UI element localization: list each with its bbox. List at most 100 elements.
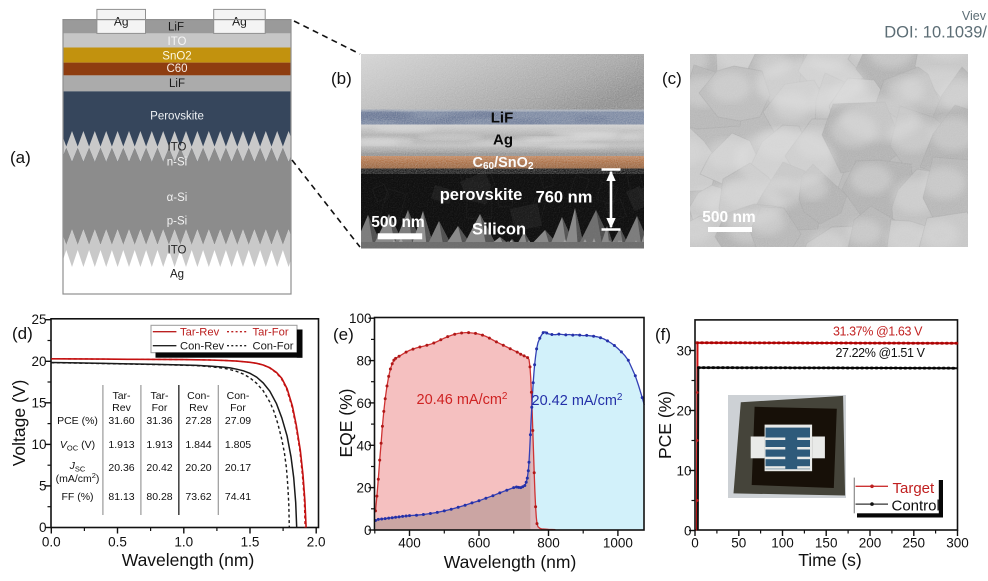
svg-text:20.17: 20.17	[225, 462, 251, 474]
svg-text:500 nm: 500 nm	[371, 214, 424, 231]
svg-text:200: 200	[859, 536, 882, 551]
svg-text:2.0: 2.0	[307, 535, 326, 550]
svg-text:JSC: JSC	[69, 460, 86, 474]
svg-text:1.5: 1.5	[241, 535, 260, 550]
svg-text:81.13: 81.13	[108, 491, 134, 503]
svg-text:Wavelength (nm): Wavelength (nm)	[444, 552, 577, 572]
svg-text:5: 5	[39, 478, 47, 493]
svg-text:1.913: 1.913	[108, 439, 134, 451]
svg-text:(mA/cm2): (mA/cm2)	[56, 471, 100, 485]
svg-text:n-Si: n-Si	[167, 157, 187, 169]
svg-text:Tar-: Tar-	[150, 390, 169, 402]
svg-text:Rev: Rev	[189, 402, 208, 414]
svg-text:Ag: Ag	[170, 269, 184, 281]
svg-text:80: 80	[356, 354, 371, 369]
svg-text:Voltage (V): Voltage (V)	[9, 380, 29, 467]
svg-text:1.913: 1.913	[146, 439, 172, 451]
svg-text:74.41: 74.41	[225, 491, 251, 503]
svg-text:27.09: 27.09	[225, 415, 251, 427]
svg-text:27.28: 27.28	[185, 415, 211, 427]
svg-text:0: 0	[684, 524, 692, 539]
svg-text:For: For	[230, 402, 246, 414]
svg-text:(a): (a)	[10, 148, 31, 167]
svg-text:PCE (%): PCE (%)	[655, 391, 675, 459]
svg-text:31.37% @1.63 V: 31.37% @1.63 V	[833, 325, 923, 339]
svg-text:perovskite: perovskite	[440, 186, 523, 204]
svg-text:ITO: ITO	[168, 36, 187, 48]
svg-text:Con-Rev: Con-Rev	[180, 341, 225, 353]
svg-text:20: 20	[31, 354, 46, 369]
svg-text:31.60: 31.60	[108, 415, 134, 427]
svg-text:PCE (%): PCE (%)	[57, 415, 98, 427]
svg-text:60: 60	[356, 396, 371, 411]
svg-text:800: 800	[537, 536, 560, 551]
svg-text:100: 100	[771, 536, 794, 551]
svg-text:20.46 mA/cm2: 20.46 mA/cm2	[417, 391, 508, 408]
svg-text:Perovskite: Perovskite	[150, 111, 204, 123]
svg-text:500 nm: 500 nm	[702, 209, 755, 226]
svg-text:VOC (V): VOC (V)	[60, 439, 95, 453]
svg-text:(b): (b)	[331, 69, 352, 88]
svg-text:LiF: LiF	[491, 110, 514, 127]
svg-text:80.28: 80.28	[146, 491, 172, 503]
svg-text:600: 600	[468, 536, 491, 551]
svg-text:150: 150	[815, 536, 838, 551]
svg-text:73.62: 73.62	[185, 491, 211, 503]
svg-text:0.5: 0.5	[108, 535, 127, 550]
svg-text:1000: 1000	[603, 536, 633, 551]
svg-text:20.36: 20.36	[108, 462, 134, 474]
svg-text:(f): (f)	[655, 325, 671, 344]
svg-text:Target: Target	[893, 480, 936, 497]
svg-text:0.0: 0.0	[42, 535, 61, 550]
svg-text:(c): (c)	[662, 69, 682, 88]
svg-text:Rev: Rev	[112, 402, 131, 414]
svg-text:20.42: 20.42	[146, 462, 172, 474]
svg-text:30: 30	[676, 344, 691, 359]
svg-text:300: 300	[946, 536, 969, 551]
svg-text:α-Si: α-Si	[167, 192, 188, 204]
svg-text:0: 0	[39, 520, 47, 535]
svg-text:C60/SnO2: C60/SnO2	[472, 155, 533, 172]
svg-text:Con-For: Con-For	[253, 341, 294, 353]
svg-text:1.805: 1.805	[225, 439, 251, 451]
svg-text:Tar-Rev: Tar-Rev	[180, 327, 220, 339]
svg-text:31.36: 31.36	[146, 415, 172, 427]
svg-text:Con-: Con-	[227, 390, 250, 402]
svg-text:0: 0	[364, 523, 372, 538]
svg-text:20: 20	[676, 404, 691, 419]
svg-text:400: 400	[398, 536, 421, 551]
svg-text:Viev: Viev	[962, 9, 987, 23]
svg-text:EQE (%): EQE (%)	[336, 388, 356, 457]
svg-text:100: 100	[349, 311, 372, 326]
svg-text:10: 10	[676, 464, 691, 479]
svg-text:20: 20	[356, 481, 371, 496]
svg-text:DOI: 10.1039/: DOI: 10.1039/	[884, 24, 987, 42]
svg-text:250: 250	[903, 536, 926, 551]
svg-text:Control: Control	[892, 497, 940, 514]
svg-text:1.844: 1.844	[185, 439, 211, 451]
svg-text:27.22% @1.51 V: 27.22% @1.51 V	[835, 346, 925, 360]
svg-text:LiF: LiF	[168, 22, 184, 34]
svg-text:20.42 mA/cm2: 20.42 mA/cm2	[532, 392, 623, 409]
svg-text:15: 15	[31, 395, 46, 410]
svg-text:(d): (d)	[12, 324, 33, 343]
svg-text:50: 50	[731, 536, 746, 551]
svg-text:10: 10	[31, 437, 46, 452]
svg-text:Wavelength (nm): Wavelength (nm)	[122, 550, 255, 570]
svg-text:For: For	[152, 402, 168, 414]
svg-text:1.0: 1.0	[174, 535, 193, 550]
svg-text:p-Si: p-Si	[167, 215, 187, 227]
svg-text:SnO2: SnO2	[162, 51, 191, 63]
svg-text:FF (%): FF (%)	[61, 491, 93, 503]
svg-text:Tar-: Tar-	[112, 390, 131, 402]
svg-text:Tar-For: Tar-For	[253, 327, 289, 339]
svg-text:(e): (e)	[333, 325, 354, 344]
svg-text:ITO: ITO	[168, 142, 187, 154]
svg-text:Ag: Ag	[493, 132, 513, 149]
svg-text:760 nm: 760 nm	[536, 189, 593, 207]
svg-text:Ag: Ag	[232, 15, 247, 29]
svg-text:Silicon: Silicon	[472, 221, 526, 239]
svg-text:Time (s): Time (s)	[798, 550, 862, 570]
svg-text:Ag: Ag	[114, 15, 129, 29]
svg-text:LiF: LiF	[169, 78, 185, 90]
